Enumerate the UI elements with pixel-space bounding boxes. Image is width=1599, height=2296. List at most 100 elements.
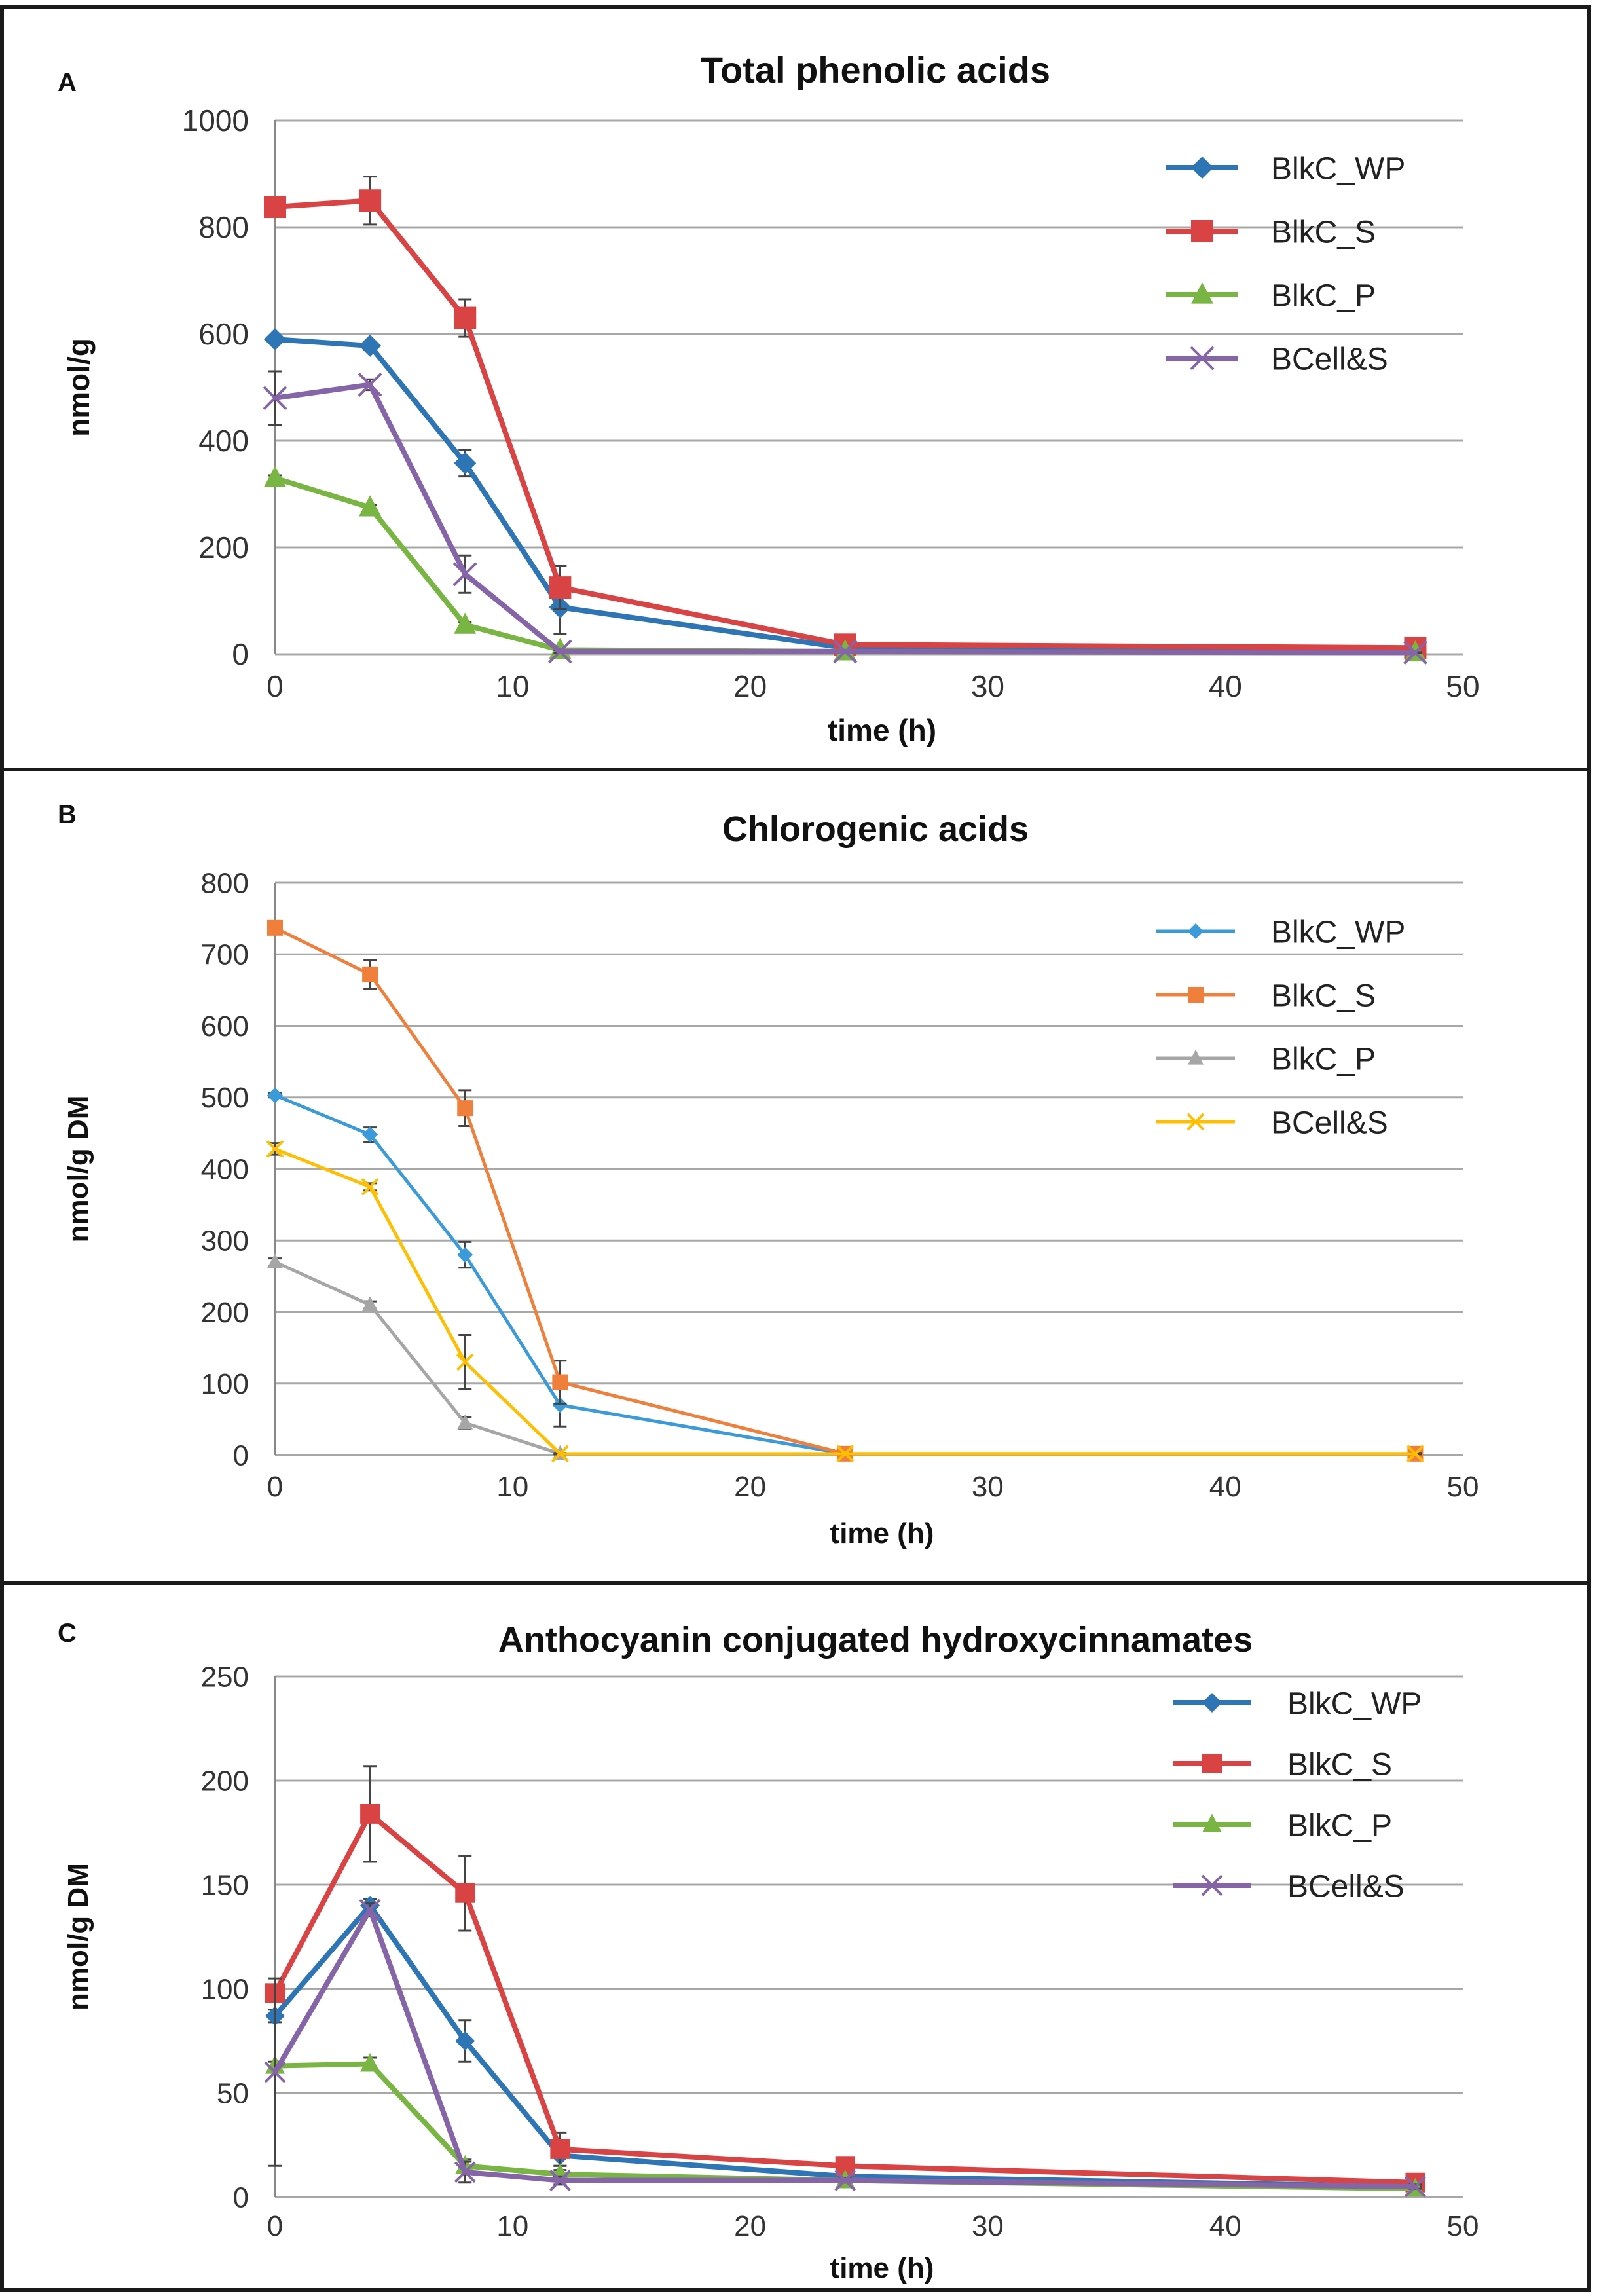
series-line <box>274 337 1416 653</box>
data-point <box>455 1883 475 1903</box>
legend-marker <box>1188 923 1204 939</box>
chart-title: Anthocyanin conjugated hydroxycinnamates <box>498 1620 1253 1659</box>
data-point <box>1406 1445 1424 1463</box>
x-tick-label: 40 <box>1209 1471 1241 1503</box>
y-tick-label: 400 <box>198 424 249 458</box>
x-tick-label: 10 <box>496 1471 528 1503</box>
legend-label: BCell&S <box>1287 1869 1405 1904</box>
x-tick-label: 40 <box>1209 669 1242 703</box>
data-point <box>454 306 477 329</box>
y-tick-label: 1000 <box>182 103 249 138</box>
series-blkc-s <box>267 919 1424 1462</box>
data-point <box>360 2052 380 2072</box>
x-tick-label: 20 <box>733 669 767 703</box>
data-point <box>552 1397 568 1413</box>
data-point <box>266 1139 284 1158</box>
series-bcell-s <box>266 1139 1424 1463</box>
data-point <box>547 639 572 664</box>
x-tick-label: 10 <box>496 2210 528 2242</box>
data-point <box>457 1414 473 1430</box>
data-point <box>454 2161 476 2183</box>
data-point <box>362 966 378 982</box>
legend-label: BlkC_WP <box>1271 151 1405 186</box>
legend-marker <box>1202 1693 1222 1713</box>
data-point <box>359 1898 381 1921</box>
data-point <box>264 466 286 487</box>
series-line <box>272 1811 1416 2185</box>
legend-marker <box>1202 1754 1222 1773</box>
data-point <box>550 2139 570 2159</box>
data-point <box>362 1126 378 1143</box>
data-point <box>454 612 477 634</box>
series-blkc-wp <box>264 328 1427 661</box>
data-point <box>836 1445 855 1463</box>
x-tick-label: 50 <box>1447 1471 1479 1503</box>
y-axis-label: nmol/g <box>62 338 96 437</box>
y-tick-label: 200 <box>201 1297 249 1329</box>
y-tick-label: 250 <box>201 1661 249 1693</box>
series-line <box>274 198 1416 651</box>
data-point <box>359 189 382 212</box>
legend-label: BCell&S <box>1271 1105 1388 1140</box>
x-tick-label: 10 <box>496 669 529 703</box>
y-axis-label: nmol/g DM <box>62 1863 94 2010</box>
y-tick-label: 300 <box>201 1225 249 1257</box>
data-point <box>264 2061 286 2083</box>
series-line <box>274 1147 1416 1456</box>
series-bcell-s <box>264 1898 1426 2198</box>
legend-label: BCell&S <box>1271 342 1388 377</box>
series-blkc-p <box>264 466 1427 662</box>
data-point <box>1403 640 1427 665</box>
data-point <box>358 373 382 397</box>
panel-a: A Total phenolic acids 0 200 400 600 800 1000 0… <box>0 5 1591 771</box>
legend-marker <box>1202 1813 1222 1832</box>
series-line <box>274 475 1416 656</box>
panel-label: C <box>58 1619 77 1648</box>
y-tick-label: 150 <box>201 1869 249 1901</box>
y-tick-label: 0 <box>233 1439 249 1472</box>
x-tick-label: 30 <box>972 2210 1004 2242</box>
series-bcell-s <box>263 370 1427 665</box>
legend-label: BlkC_S <box>1271 215 1376 250</box>
data-point <box>267 919 283 936</box>
y-tick-label: 0 <box>233 2181 249 2213</box>
x-tick-label: 0 <box>267 2210 283 2242</box>
chart-chlorogenic-acids: Chlorogenic acids01002003004005006007008… <box>62 809 1479 1549</box>
y-tick-label: 200 <box>198 530 249 565</box>
y-tick-label: 600 <box>198 317 249 351</box>
data-point <box>454 452 477 475</box>
series-line <box>272 1902 1416 2190</box>
data-point <box>359 495 382 517</box>
y-tick-label: 800 <box>198 210 249 244</box>
y-tick-label: 600 <box>201 1010 249 1043</box>
series-blkc-p <box>265 2052 1425 2197</box>
data-point <box>549 576 572 599</box>
x-tick-label: 30 <box>971 669 1004 703</box>
data-point <box>457 1100 473 1117</box>
data-point <box>833 639 858 664</box>
legend-label: BlkC_WP <box>1271 915 1405 950</box>
panel-label: A <box>58 68 77 97</box>
series-line <box>272 1907 1416 2190</box>
chart-total-phenolic-acids: Total phenolic acids 0 200 400 600 800 1000 0 10… <box>62 49 1480 747</box>
chart-title: Total phenolic acids <box>701 49 1050 90</box>
data-point <box>834 2170 856 2191</box>
series-line <box>274 382 1416 656</box>
y-tick-label: 800 <box>201 867 249 899</box>
data-point <box>359 334 382 357</box>
data-point <box>263 386 287 411</box>
legend-marker <box>1188 987 1204 1003</box>
x-tick-label: 50 <box>1447 2210 1479 2242</box>
legend-marker <box>1191 157 1213 179</box>
y-axis-label: nmol/g DM <box>62 1096 94 1243</box>
y-tick-label: 100 <box>201 1973 249 2005</box>
data-point <box>551 1445 569 1463</box>
y-tick-label: 50 <box>217 2077 249 2109</box>
panel-label: B <box>58 800 77 829</box>
y-tick-label: 0 <box>232 637 249 671</box>
data-point <box>264 196 286 219</box>
x-tick-label: 0 <box>267 1471 283 1503</box>
legend-marker <box>1190 346 1215 371</box>
legend-label: BlkC_S <box>1287 1747 1392 1782</box>
data-point <box>457 1247 473 1263</box>
